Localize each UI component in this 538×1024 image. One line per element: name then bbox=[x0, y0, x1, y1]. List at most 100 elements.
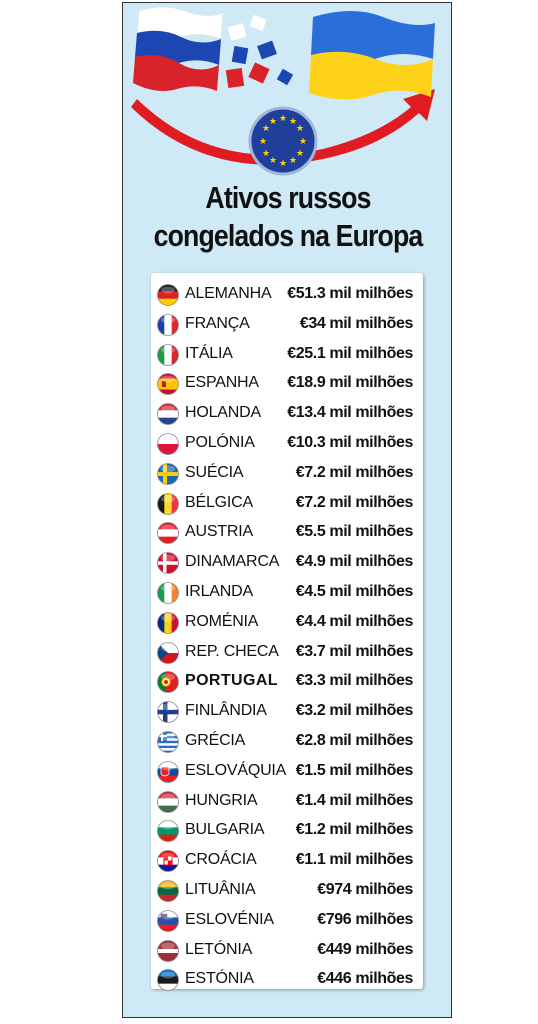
country-name: ESLOVÉNIA bbox=[185, 910, 274, 928]
spain-flag-icon bbox=[157, 373, 179, 396]
frozen-assets-value: €10.3 mil milhões bbox=[287, 434, 413, 451]
frozen-assets-value: €3.2 mil milhões bbox=[295, 702, 414, 720]
frozen-assets-value: €1.4 mil milhões bbox=[295, 791, 414, 809]
finland-flag-icon bbox=[157, 701, 179, 724]
ireland-flag-icon bbox=[157, 582, 179, 604]
country-name: ALEMANHA bbox=[185, 285, 272, 302]
country-name: HUNGRIA bbox=[185, 791, 258, 809]
slovenia-flag-icon bbox=[157, 909, 179, 932]
svg-text:★: ★ bbox=[259, 137, 267, 147]
netherlands-flag-icon bbox=[157, 403, 179, 426]
list-item: LITUÂNIA €974 milhões bbox=[151, 875, 423, 905]
austria-flag-icon bbox=[157, 522, 179, 545]
country-name: DINAMARCA bbox=[185, 553, 280, 571]
list-item: SUÉCIA €7.2 mil milhões bbox=[151, 458, 423, 488]
frozen-assets-value: €1.2 mil milhões bbox=[295, 821, 414, 839]
list-item: ITÁLIA €25.1 mil milhões bbox=[151, 339, 423, 369]
frozen-assets-value: €4.9 mil milhões bbox=[295, 553, 414, 571]
czech-flag-icon bbox=[157, 641, 179, 664]
frozen-assets-value: €4.5 mil milhões bbox=[295, 583, 414, 600]
list-item: IRLANDA €4.5 mil milhões bbox=[151, 577, 423, 607]
svg-text:★: ★ bbox=[279, 159, 287, 169]
bulgaria-flag-icon bbox=[157, 820, 179, 843]
frozen-assets-value: €446 milhões bbox=[317, 970, 413, 988]
list-item: ESTÓNIA €446 milhões bbox=[151, 964, 423, 994]
country-name: ESLOVÁQUIA bbox=[185, 761, 287, 779]
list-item: DINAMARCA €4.9 mil milhões bbox=[151, 547, 423, 577]
title-line-1: Ativos russos bbox=[205, 180, 371, 215]
svg-text:★: ★ bbox=[296, 124, 304, 134]
country-name: FINLÂNDIA bbox=[185, 702, 267, 720]
country-name: REP. CHECA bbox=[185, 642, 279, 660]
list-item: CROÁCIA €1.1 mil milhões bbox=[151, 845, 423, 875]
frozen-assets-value: €34 mil milhões bbox=[299, 314, 414, 332]
slovakia-flag-icon bbox=[157, 760, 179, 783]
title-line-2: congelados na Europa bbox=[153, 218, 424, 253]
country-name: BÉLGICA bbox=[185, 493, 253, 511]
country-name: SUÉCIA bbox=[185, 463, 244, 481]
list-item: LETÓNIA €449 milhões bbox=[151, 935, 423, 965]
svg-text:★: ★ bbox=[262, 124, 270, 134]
country-name: CROÁCIA bbox=[185, 851, 257, 869]
infographic-card: ★ ★ ★ ★ ★ ★ ★ ★ ★ ★ ★ ★ Ativos russos co… bbox=[122, 2, 452, 1018]
eu-emblem-icon: ★ ★ ★ ★ ★ ★ ★ ★ ★ ★ ★ ★ bbox=[248, 106, 318, 176]
portugal-flag-icon bbox=[157, 671, 179, 694]
ukraine-flag-icon bbox=[309, 11, 435, 100]
frozen-assets-value: €18.9 mil milhões bbox=[287, 374, 413, 392]
country-name: FRANÇA bbox=[185, 314, 250, 332]
russia-flag-icon bbox=[133, 6, 224, 91]
sweden-flag-icon bbox=[157, 462, 179, 485]
svg-text:★: ★ bbox=[262, 149, 270, 159]
list-item: HOLANDA €13.4 mil milhões bbox=[151, 398, 423, 428]
list-item: ROMÉNIA €4.4 mil milhões bbox=[151, 607, 423, 637]
svg-text:★: ★ bbox=[289, 156, 297, 166]
hero-illustration: ★ ★ ★ ★ ★ ★ ★ ★ ★ ★ ★ ★ bbox=[131, 6, 435, 176]
frozen-assets-value: €3.3 mil milhões bbox=[295, 672, 414, 690]
frozen-assets-value: €51.3 mil milhões bbox=[287, 285, 413, 302]
frozen-assets-value: €13.4 mil milhões bbox=[287, 404, 413, 422]
list-item: ESLOVÉNIA €796 milhões bbox=[151, 905, 423, 935]
croatia-flag-icon bbox=[157, 850, 179, 873]
germany-flag-icon bbox=[157, 284, 179, 306]
romania-flag-icon bbox=[157, 611, 179, 634]
list-item: ESLOVÁQUIA €1.5 mil milhões bbox=[151, 756, 423, 786]
list-item: REP. CHECA €3.7 mil milhões bbox=[151, 637, 423, 667]
lithuania-flag-icon bbox=[157, 880, 179, 902]
svg-text:★: ★ bbox=[279, 114, 287, 124]
country-name: IRLANDA bbox=[185, 583, 253, 600]
italy-flag-icon bbox=[157, 343, 179, 366]
frozen-assets-value: €3.7 mil milhões bbox=[295, 642, 414, 660]
list-item: FRANÇA €34 mil milhões bbox=[151, 309, 423, 339]
country-name: LITUÂNIA bbox=[185, 881, 256, 898]
list-item: POLÓNIA €10.3 mil milhões bbox=[151, 428, 423, 458]
belgium-flag-icon bbox=[157, 492, 179, 515]
list-item: FINLÂNDIA €3.2 mil milhões bbox=[151, 696, 423, 726]
list-item: PORTUGAL €3.3 mil milhões bbox=[151, 666, 423, 696]
svg-text:★: ★ bbox=[269, 117, 277, 127]
frozen-assets-value: €7.2 mil milhões bbox=[295, 493, 414, 511]
svg-text:★: ★ bbox=[289, 117, 297, 127]
france-flag-icon bbox=[157, 313, 179, 336]
frozen-assets-value: €1.1 mil milhões bbox=[295, 851, 414, 869]
list-item: ALEMANHA €51.3 mil milhões bbox=[151, 279, 423, 309]
country-name: POLÓNIA bbox=[185, 434, 255, 451]
svg-text:★: ★ bbox=[269, 156, 277, 166]
country-name: AUSTRIA bbox=[185, 523, 253, 541]
country-name: PORTUGAL bbox=[185, 672, 278, 690]
frozen-assets-value: €7.2 mil milhões bbox=[295, 463, 414, 481]
country-name: ESPANHA bbox=[185, 374, 259, 392]
frozen-assets-value: €974 milhões bbox=[317, 881, 413, 898]
frozen-assets-value: €2.8 mil milhões bbox=[295, 732, 414, 749]
denmark-flag-icon bbox=[157, 552, 179, 575]
list-item: ESPANHA €18.9 mil milhões bbox=[151, 368, 423, 398]
estonia-flag-icon bbox=[157, 969, 179, 992]
country-name: HOLANDA bbox=[185, 404, 261, 422]
frozen-assets-value: €25.1 mil milhões bbox=[287, 344, 413, 362]
frozen-assets-value: €449 milhões bbox=[317, 940, 413, 958]
list-item: BULGARIA €1.2 mil milhões bbox=[151, 815, 423, 845]
country-name: BULGARIA bbox=[185, 821, 265, 839]
country-name: ITÁLIA bbox=[185, 344, 233, 362]
list-item: HUNGRIA €1.4 mil milhões bbox=[151, 786, 423, 816]
svg-text:★: ★ bbox=[296, 149, 304, 159]
country-name: ESTÓNIA bbox=[185, 970, 254, 988]
